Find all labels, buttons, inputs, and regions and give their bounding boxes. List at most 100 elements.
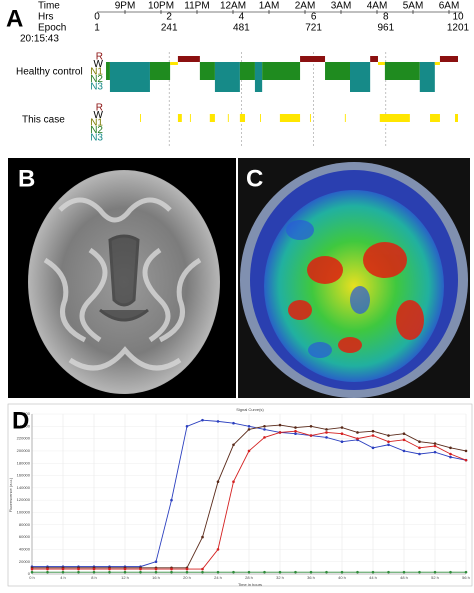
panel-d: Signal Curve(s) Time in hours Fluorescen… — [7, 403, 473, 587]
data-point — [123, 570, 127, 574]
data-point — [247, 570, 251, 574]
data-point — [232, 421, 235, 425]
panel-b: B — [8, 158, 236, 398]
data-point — [449, 452, 452, 456]
data-point — [325, 436, 328, 439]
epoch-label: 481 — [233, 23, 250, 34]
data-point — [216, 570, 220, 574]
data-point — [433, 450, 437, 454]
data-point — [356, 431, 359, 434]
data-point — [340, 440, 344, 443]
data-point — [433, 442, 437, 445]
group-label: This case — [22, 115, 65, 126]
data-point — [123, 567, 127, 571]
data-point — [232, 480, 235, 483]
plot: 0 20000 40000 60000 80000 100000 120000 140000 1… — [17, 411, 470, 580]
x-tick-label: 48 h — [400, 575, 408, 580]
data-point — [371, 570, 375, 574]
data-point — [449, 570, 452, 574]
data-point — [294, 429, 297, 433]
stage-segment — [239, 62, 255, 80]
data-point — [433, 570, 437, 574]
data-point — [46, 567, 49, 571]
data-point — [433, 444, 437, 448]
gyri — [43, 197, 202, 371]
x-tick-label: 36 h — [307, 575, 315, 580]
data-point — [309, 570, 313, 574]
y-tick-label: 220000 — [17, 436, 31, 441]
stage-segment — [109, 62, 150, 92]
stage-segment — [370, 56, 378, 62]
data-point — [30, 570, 34, 574]
data-point — [108, 570, 111, 574]
stage-label: N2 — [90, 74, 103, 85]
data-point — [263, 570, 266, 574]
panel-a: A Time Hrs Epoch 20:15:43 Healthy contro… — [6, 1, 470, 148]
data-point — [77, 570, 80, 574]
data-point — [263, 425, 266, 428]
data-point — [371, 429, 375, 433]
x-tick-label: 24 h — [214, 575, 222, 580]
data-point — [418, 570, 421, 574]
hour-label: 6 — [311, 12, 317, 23]
data-point — [201, 418, 204, 422]
stage-label: N3 — [90, 82, 103, 93]
row-label: Time — [38, 1, 60, 12]
stage-segment — [439, 56, 458, 62]
data-point — [278, 431, 282, 434]
time-label: 9PM — [115, 1, 136, 12]
data-point — [201, 567, 204, 571]
x-tick-label: 16 h — [152, 575, 160, 580]
data-point — [371, 434, 375, 437]
data-point — [464, 570, 468, 574]
panel-label: C — [246, 165, 263, 192]
hour-label: 0 — [94, 12, 100, 23]
stage-segment — [434, 62, 440, 65]
data-point — [325, 570, 328, 574]
data-point — [154, 570, 158, 574]
stage-segment — [239, 114, 246, 122]
data-point — [46, 570, 49, 574]
data-point — [387, 570, 390, 574]
data-point — [387, 434, 390, 437]
time-label: 10PM — [148, 1, 174, 12]
data-point — [449, 446, 452, 450]
data-point — [356, 437, 359, 440]
data-point — [340, 426, 344, 429]
data-point — [418, 440, 421, 443]
stage-segment — [379, 114, 410, 122]
data-point — [418, 452, 421, 456]
hour-label: 10 — [452, 12, 464, 23]
stage-segment — [214, 62, 240, 92]
data-point — [263, 428, 266, 431]
time-label: 12AM — [220, 1, 246, 12]
hour-label: 2 — [166, 12, 172, 23]
data-point — [464, 449, 468, 453]
panel-label: B — [18, 165, 35, 192]
panel-label: D — [12, 407, 29, 434]
stage-segment — [209, 114, 215, 122]
stage-segment — [106, 62, 110, 80]
data-point — [294, 426, 297, 429]
data-point — [30, 567, 34, 571]
data-point — [449, 455, 452, 459]
stage-segment — [309, 114, 311, 122]
y-tick-label: 180000 — [17, 460, 31, 465]
x-tick-label: 32 h — [276, 575, 284, 580]
x-tick-label: 8 h — [91, 575, 97, 580]
data-point — [92, 567, 96, 571]
stage-label: R — [96, 52, 103, 63]
data-point — [154, 560, 158, 563]
time-label: 5AM — [403, 1, 424, 12]
data-point — [185, 570, 189, 574]
stage-segment — [149, 62, 171, 80]
row-label: Hrs — [38, 12, 54, 23]
data-point — [340, 570, 344, 574]
data-point — [77, 567, 80, 571]
data-point — [263, 436, 266, 439]
time-label: 2AM — [295, 1, 316, 12]
data-point — [92, 570, 96, 574]
data-point — [402, 432, 406, 435]
data-point — [247, 449, 251, 453]
